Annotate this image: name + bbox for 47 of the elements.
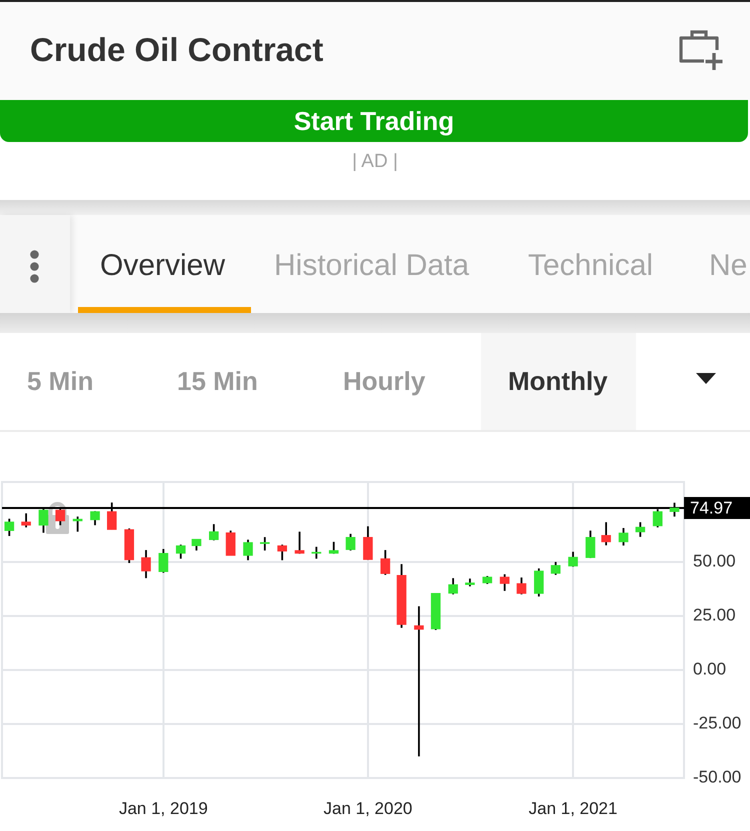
candlestick: [618, 527, 628, 546]
candlestick: [500, 573, 510, 592]
candlestick: [243, 538, 253, 562]
x-tick-label: Jan 1, 2020: [324, 798, 412, 818]
y-tick-label: 50.00: [693, 552, 736, 571]
text: | AD |: [352, 151, 398, 172]
text: Historical Data: [274, 249, 470, 282]
text: Overview: [100, 249, 226, 282]
text: Ne: [709, 249, 748, 282]
candlestick: [586, 530, 596, 559]
candlestick: [141, 549, 151, 580]
candlestick: [414, 605, 424, 758]
x-tick-label: Jan 1, 2021: [528, 798, 618, 818]
text: Start Trading: [294, 106, 454, 136]
ref-line-label: 74.97: [690, 498, 733, 518]
candlestick: [534, 568, 544, 598]
candlestick: [209, 523, 219, 542]
candlestick: [277, 544, 288, 562]
candlestick: [226, 530, 236, 556]
candlestick: [448, 577, 458, 596]
candlestick: [21, 512, 31, 528]
text: 15 Min: [177, 366, 258, 396]
candlestick: [601, 521, 611, 546]
chart-title: Crude Oil Contract: [30, 30, 324, 70]
text: 5 Min: [27, 366, 94, 396]
candlestick: [260, 536, 270, 552]
candlestick: [516, 576, 526, 596]
candlestick: [176, 544, 186, 560]
candlestick: [294, 530, 304, 555]
candlestick: [4, 518, 14, 537]
candlestick: [346, 532, 356, 552]
y-tick-label: -25.00: [693, 714, 742, 733]
candlestick: [192, 538, 202, 552]
y-tick-label: 25.00: [693, 606, 736, 625]
text: Monthly: [508, 366, 608, 396]
candlestick: [380, 549, 390, 576]
text: Hourly: [343, 366, 426, 396]
text: Technical: [528, 249, 654, 282]
candlestick: [363, 525, 373, 561]
y-tick-label: -50.00: [693, 768, 742, 787]
candlestick: [90, 510, 100, 526]
candlestick: [635, 521, 646, 538]
x-tick-label: Jan 1, 2019: [118, 798, 208, 818]
candlestick: [158, 548, 168, 574]
y-tick-label: 0.00: [693, 660, 726, 679]
candlestick: [568, 550, 578, 568]
candlestick: [550, 561, 560, 576]
